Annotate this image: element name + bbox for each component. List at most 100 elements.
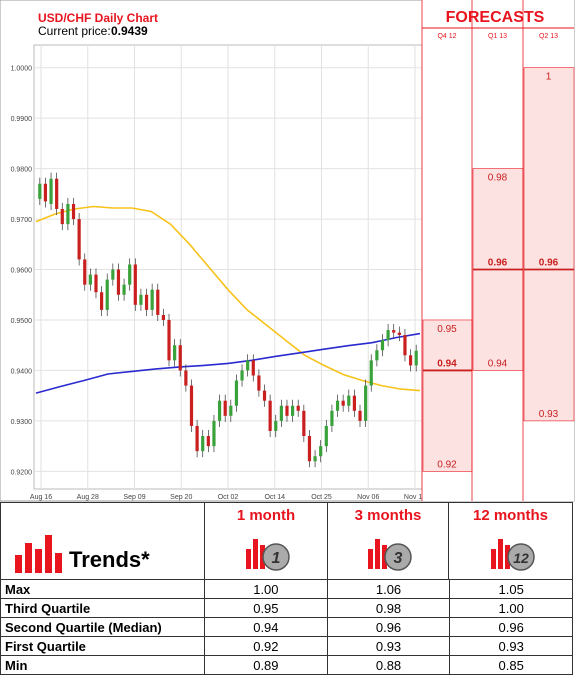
trends-title: Trends* [69, 547, 150, 572]
candle [100, 286, 104, 316]
candle-body [341, 400, 345, 406]
candle-body [380, 340, 385, 351]
candle [49, 172, 53, 210]
candle-body [279, 405, 283, 421]
candle [257, 369, 261, 397]
y-tick-label: 0.9400 [11, 368, 33, 375]
candle-body [246, 360, 250, 371]
y-tick-label: 0.9200 [11, 469, 33, 476]
candle [403, 329, 407, 362]
candle-body [77, 219, 81, 260]
candle [369, 354, 373, 392]
candle [167, 313, 171, 367]
candle [229, 399, 233, 422]
candle-body [251, 360, 255, 376]
candle-body [358, 410, 362, 421]
candle-body [133, 264, 137, 305]
candle-body [319, 446, 323, 457]
candle [414, 344, 418, 372]
candle [139, 288, 143, 311]
candle-body [296, 405, 300, 411]
candle-body [392, 330, 396, 333]
x-tick-label: Nov 16 [404, 494, 426, 501]
forecast-period-label: Q1 13 [488, 33, 507, 40]
chart-title: USD/CHF Daily Chart [38, 11, 158, 25]
table-row: First Quartile 0.92 0.93 0.93 [0, 636, 573, 656]
candle [184, 364, 188, 392]
x-tick-label: Aug 16 [30, 494, 52, 501]
candle [397, 326, 401, 342]
candle [60, 202, 64, 231]
candle-body [122, 284, 126, 295]
candle-body [307, 436, 312, 462]
cell-1-month: 1.00 [204, 579, 328, 599]
candle-body [330, 410, 334, 426]
cell-3-months: 0.98 [326, 598, 451, 618]
trend-col-label: 3 months [354, 507, 422, 524]
candle-body [240, 370, 244, 381]
candle-body [128, 264, 132, 285]
candle-body [375, 350, 379, 361]
candle-body [274, 420, 278, 431]
trends-header: Trends* 1 month 1 3 months 3 12 months 1… [0, 502, 573, 580]
candle [195, 419, 199, 458]
candle-body [49, 178, 53, 204]
candle [307, 429, 312, 468]
candle-body [268, 400, 272, 431]
y-tick-label: 0.9600 [11, 268, 33, 275]
forecast-period-label: Q2 13 [539, 33, 558, 40]
forecast-range-box [422, 319, 473, 472]
cell-3-months: 0.93 [326, 636, 451, 656]
candle-body [291, 405, 295, 416]
y-tick-label: 0.9500 [11, 318, 33, 325]
cell-1-month: 0.94 [204, 617, 328, 637]
y-tick-label: 0.9800 [11, 167, 33, 174]
candle [358, 404, 362, 427]
forecast-period-label: Q4 12 [437, 33, 456, 40]
candle-body [150, 289, 154, 310]
candle-body [369, 360, 373, 386]
candle-body [302, 410, 306, 437]
candle [161, 308, 165, 327]
trend-badge-number: 3 [394, 550, 403, 567]
candle-body [88, 274, 92, 285]
candle [246, 354, 250, 377]
candle [408, 349, 413, 372]
x-tick-label: Aug 28 [77, 494, 99, 501]
candle [335, 394, 340, 417]
candle [144, 288, 149, 316]
cell-12-months: 0.85 [449, 655, 573, 675]
candle-body [184, 370, 188, 386]
candle [122, 278, 126, 301]
x-tick-label: Oct 02 [218, 494, 239, 501]
candle [291, 399, 295, 422]
candle [330, 404, 334, 432]
candle-body [403, 335, 407, 356]
candle [223, 394, 227, 422]
sma-short-line [35, 205, 421, 392]
candle-body [139, 294, 143, 305]
y-tick-label: 0.9900 [11, 116, 33, 123]
forecast-min-label: 0.92 [437, 459, 457, 470]
candle [173, 339, 177, 367]
cell-1-month: 0.92 [204, 636, 328, 656]
candle-body [156, 289, 160, 315]
forecast-median-label: 0.96 [488, 258, 508, 269]
cell-1-month: 0.95 [204, 598, 328, 618]
candle [212, 414, 216, 453]
candle [352, 389, 356, 417]
candle [279, 399, 283, 427]
candle-body [55, 178, 59, 209]
forecast-max-label: 0.98 [488, 173, 508, 184]
forecast-max-label: 1 [546, 72, 552, 83]
candle-body [313, 456, 317, 462]
candle [94, 268, 98, 299]
candle [201, 429, 205, 458]
x-tick-label: Sep 20 [170, 494, 192, 501]
cell-3-months: 0.96 [326, 617, 451, 637]
table-row: Third Quartile 0.95 0.98 1.00 [0, 598, 573, 618]
candle [268, 394, 272, 438]
cell-12-months: 1.05 [449, 579, 573, 599]
candle [392, 324, 396, 339]
sma-long-line [35, 332, 421, 394]
